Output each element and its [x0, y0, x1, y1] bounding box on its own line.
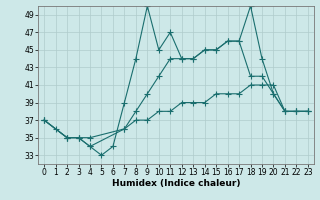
X-axis label: Humidex (Indice chaleur): Humidex (Indice chaleur) [112, 179, 240, 188]
